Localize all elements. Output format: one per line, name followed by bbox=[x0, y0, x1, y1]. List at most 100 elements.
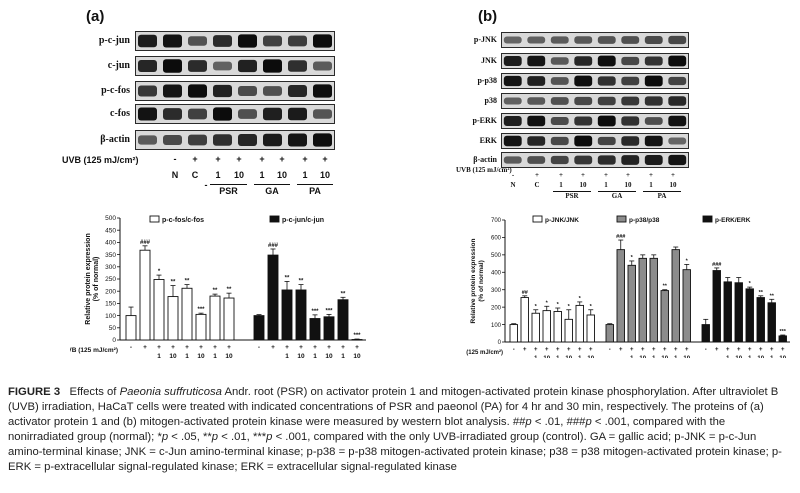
blot-label-1: p-c-jun bbox=[98, 35, 130, 46]
blot-band bbox=[313, 84, 332, 98]
bar bbox=[153, 279, 165, 341]
caption-p5: p bbox=[266, 431, 273, 443]
caption-seg7: < .001, compared with the only UVB-irrad… bbox=[8, 431, 782, 473]
blot-band bbox=[313, 34, 332, 48]
uvb-sign: + bbox=[581, 171, 585, 179]
dose-label: 1 bbox=[185, 353, 189, 358]
lane-label: 10 bbox=[233, 170, 244, 180]
blot-band bbox=[188, 60, 207, 72]
significance-mark: ## bbox=[522, 290, 528, 296]
uvb-sign: + bbox=[192, 154, 198, 164]
significance-mark: *** bbox=[780, 329, 787, 335]
legend-label: p-JNK/JNK bbox=[545, 217, 579, 224]
bar bbox=[649, 257, 658, 343]
uvb-sign: + bbox=[322, 154, 328, 164]
dose-label: 1 bbox=[313, 353, 317, 358]
blot-band bbox=[550, 116, 569, 126]
panel-b-letter: (b) bbox=[478, 8, 498, 25]
y-tick-label: 700 bbox=[491, 218, 502, 224]
bar bbox=[638, 257, 647, 343]
blot-band bbox=[238, 133, 257, 147]
significance-mark: * bbox=[749, 281, 752, 287]
blot-band bbox=[138, 34, 157, 48]
blot-band bbox=[597, 36, 616, 44]
dose-label: 10 bbox=[779, 356, 786, 358]
bar bbox=[181, 287, 193, 341]
blot-band bbox=[138, 60, 157, 72]
blot-band bbox=[503, 156, 522, 164]
uvb-label: UVB (125 mJ/cm²) bbox=[70, 347, 118, 354]
significance-mark: * bbox=[535, 304, 538, 310]
caption-label: FIGURE 3 bbox=[8, 386, 61, 398]
uvb-sign: - bbox=[511, 171, 515, 179]
bar bbox=[351, 339, 363, 341]
blot-band bbox=[644, 135, 663, 147]
group-line bbox=[643, 191, 681, 192]
bar bbox=[337, 299, 349, 341]
blot-background bbox=[502, 114, 688, 128]
bar bbox=[209, 295, 221, 341]
group-label: PA bbox=[657, 192, 667, 200]
uvb-sign: + bbox=[559, 171, 563, 179]
uvb-sign: + bbox=[781, 347, 785, 353]
blot-band bbox=[668, 76, 687, 86]
lane-label: 10 bbox=[669, 181, 677, 189]
dose-label: 10 bbox=[325, 353, 333, 358]
blot-band bbox=[163, 59, 182, 73]
dose-label: 10 bbox=[587, 356, 594, 358]
blot-band bbox=[263, 133, 282, 147]
panel-a-letter: (a) bbox=[86, 8, 105, 25]
dose-label: 1 bbox=[578, 356, 582, 358]
blot-band bbox=[527, 97, 546, 105]
y-tick-label: 250 bbox=[105, 276, 116, 283]
uvb-sign: + bbox=[285, 344, 289, 351]
bar bbox=[616, 249, 625, 343]
dose-label: 1 bbox=[213, 353, 217, 358]
blot-band bbox=[621, 96, 640, 106]
uvb-sign: + bbox=[534, 347, 538, 353]
blot-band bbox=[550, 77, 569, 85]
blot-background bbox=[502, 33, 688, 47]
caption-p2: p bbox=[585, 416, 592, 428]
dose-label: 1 bbox=[630, 356, 634, 358]
legend-label: p-ERK/ERK bbox=[715, 217, 751, 224]
blot-band bbox=[644, 117, 663, 125]
uvb-sign: + bbox=[299, 344, 303, 351]
uvb-sign: - bbox=[705, 347, 707, 353]
dose-label: 1 bbox=[534, 356, 538, 358]
dose-label: 10 bbox=[197, 353, 205, 358]
caption-seg3: < .01, ### bbox=[531, 416, 586, 428]
blot-band bbox=[313, 109, 332, 119]
y-tick-label: 500 bbox=[105, 215, 116, 222]
blot-band bbox=[213, 35, 232, 47]
blot-background bbox=[502, 134, 688, 148]
blot-band bbox=[313, 61, 332, 71]
y-tick-label: 0 bbox=[112, 337, 116, 344]
blot-images bbox=[135, 31, 689, 168]
blot-band bbox=[668, 55, 687, 67]
significance-mark: ** bbox=[299, 279, 304, 285]
significance-mark: ### bbox=[712, 262, 721, 268]
significance-mark: *** bbox=[325, 308, 333, 314]
bar bbox=[520, 297, 529, 343]
blot-band bbox=[263, 59, 282, 73]
blot-band bbox=[288, 60, 307, 72]
y-axis-label: (% of normal) bbox=[478, 260, 485, 302]
panel-a-blots bbox=[135, 31, 335, 150]
y-tick-label: 350 bbox=[105, 252, 116, 259]
significance-mark: *** bbox=[197, 307, 205, 313]
dose-label: 10 bbox=[757, 356, 764, 358]
y-tick-label: 400 bbox=[105, 240, 116, 247]
y-tick-label: 0 bbox=[498, 340, 502, 346]
uvb-sign: + bbox=[302, 154, 308, 164]
blot-label-4: p38 bbox=[484, 96, 497, 105]
group-line bbox=[210, 184, 247, 185]
uvb-sign: + bbox=[271, 344, 275, 351]
group-label: PSR bbox=[565, 192, 579, 200]
blot-band bbox=[527, 55, 546, 67]
uvb-sign: + bbox=[556, 347, 560, 353]
bar bbox=[531, 312, 540, 343]
uvb-sign: + bbox=[578, 347, 582, 353]
uvb-sign: + bbox=[630, 347, 634, 353]
blot-band bbox=[188, 84, 207, 98]
